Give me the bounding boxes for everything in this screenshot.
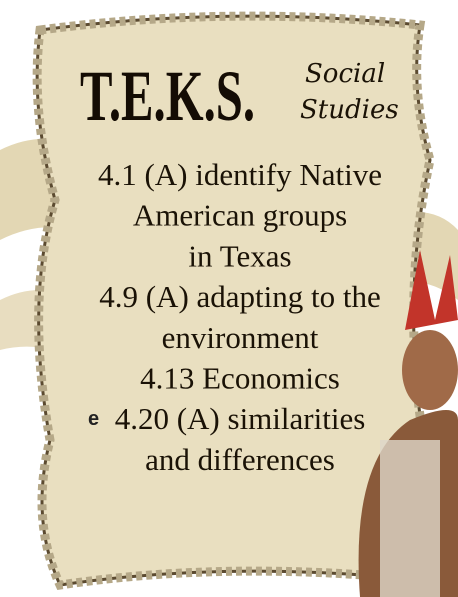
objective-line: 4.9 (A) adapting to the xyxy=(99,279,381,314)
objective-line: 4.20 (A) similarities xyxy=(115,401,366,436)
subject: Social xyxy=(305,59,385,89)
objective-line: in Texas xyxy=(188,238,291,273)
objective-line: American groups xyxy=(133,198,347,233)
side-fragment: e xyxy=(88,408,99,430)
subject: Studies xyxy=(300,95,399,125)
portrait xyxy=(358,250,458,597)
title: T.E.K.S. xyxy=(80,56,255,136)
objective-line: environment xyxy=(162,320,319,355)
objective-line: and differences xyxy=(145,442,335,477)
objectives: 4.1 (A) identify Native American groups in… xyxy=(98,157,382,477)
objective-line: 4.1 (A) identify Native xyxy=(98,157,382,192)
objective-line: 4.13 Economics xyxy=(140,361,340,396)
